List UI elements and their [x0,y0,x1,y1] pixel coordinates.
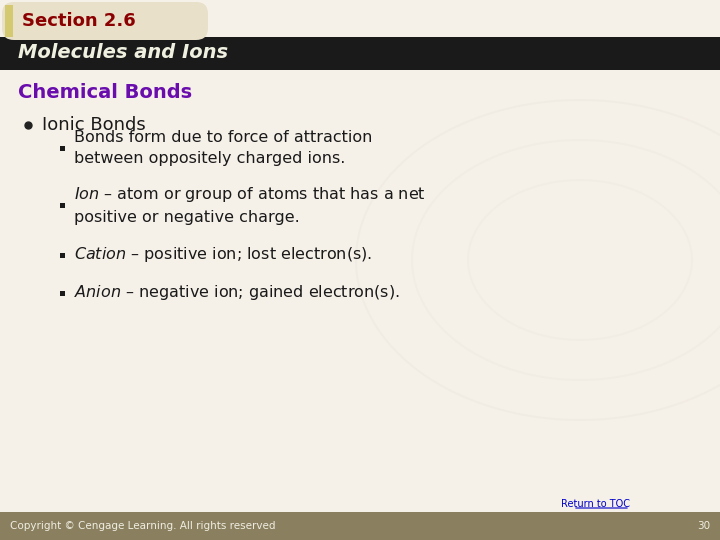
Text: Copyright © Cengage Learning. All rights reserved: Copyright © Cengage Learning. All rights… [10,521,276,531]
Text: 30: 30 [697,521,710,531]
Text: Bonds form due to force of attraction
between oppositely charged ions.: Bonds form due to force of attraction be… [74,130,372,166]
Text: Chemical Bonds: Chemical Bonds [18,83,192,102]
FancyBboxPatch shape [0,512,720,540]
FancyBboxPatch shape [0,37,720,70]
Text: Ionic Bonds: Ionic Bonds [42,116,145,134]
FancyBboxPatch shape [60,253,65,258]
Text: Molecules and Ions: Molecules and Ions [18,44,228,63]
Text: Return to TOC: Return to TOC [561,499,630,509]
Text: $\it{Ion}$ – atom or group of atoms that has a net
positive or negative charge.: $\it{Ion}$ – atom or group of atoms that… [74,185,426,225]
FancyBboxPatch shape [60,202,65,207]
FancyBboxPatch shape [60,291,65,295]
Text: $\it{Cation}$ – positive ion; lost electron(s).: $\it{Cation}$ – positive ion; lost elect… [74,246,372,265]
FancyBboxPatch shape [5,5,13,37]
FancyBboxPatch shape [2,2,208,40]
Text: Section 2.6: Section 2.6 [22,12,136,30]
Text: $\it{Anion}$ – negative ion; gained electron(s).: $\it{Anion}$ – negative ion; gained elec… [74,284,400,302]
FancyBboxPatch shape [60,145,65,151]
